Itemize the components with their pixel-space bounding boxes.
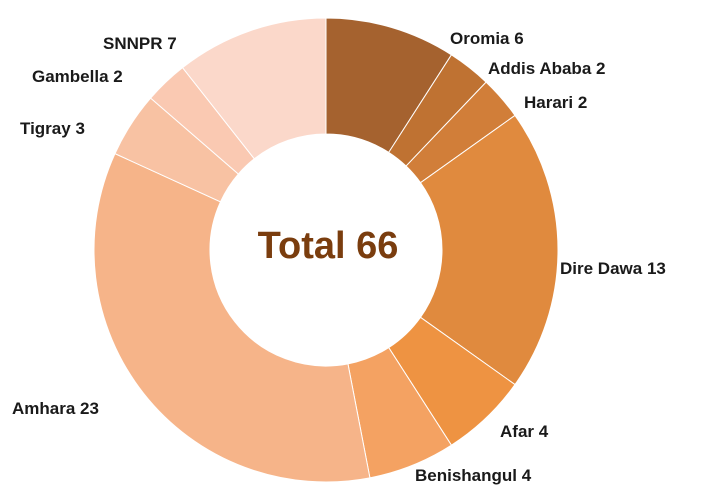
value-label: 23 — [80, 399, 99, 418]
slice-label: Benishangul 4 — [415, 466, 532, 485]
slice-label: Gambella 2 — [32, 67, 123, 86]
category-name: Gambella — [32, 67, 109, 86]
slice-label: Afar 4 — [500, 422, 549, 441]
slice-label: Oromia 6 — [450, 29, 524, 48]
value-label: 6 — [514, 29, 523, 48]
value-label: 13 — [647, 259, 666, 278]
value-label: 3 — [75, 119, 84, 138]
slice-label: Tigray 3 — [20, 119, 85, 138]
slice-label: Amhara 23 — [12, 399, 99, 418]
category-name: Afar — [500, 422, 534, 441]
slice — [181, 17, 327, 160]
value-label: 4 — [539, 422, 549, 441]
category-name: Oromia — [450, 29, 510, 48]
category-name: Amhara — [12, 399, 76, 418]
slice — [93, 152, 371, 483]
category-name: Harari — [524, 93, 573, 112]
category-name: Dire Dawa — [560, 259, 643, 278]
slice-label: Harari 2 — [524, 93, 587, 112]
value-label: 7 — [167, 34, 176, 53]
category-name: Benishangul — [415, 466, 517, 485]
value-label: 2 — [113, 67, 122, 86]
slice-label: Addis Ababa 2 — [488, 59, 605, 78]
slice-label: Dire Dawa 13 — [560, 259, 666, 278]
slice — [419, 114, 559, 386]
category-name: Addis Ababa — [488, 59, 592, 78]
value-label: 2 — [578, 93, 587, 112]
category-name: SNNPR — [103, 34, 163, 53]
slice-label: SNNPR 7 — [103, 34, 177, 53]
center-label: Total 66 — [258, 225, 399, 267]
value-label: 4 — [522, 466, 532, 485]
value-label: 2 — [596, 59, 605, 78]
category-name: Tigray — [20, 119, 71, 138]
